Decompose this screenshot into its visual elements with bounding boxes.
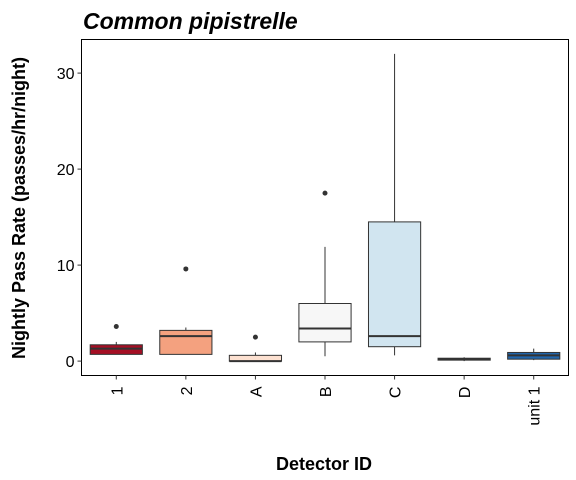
y-axis: 0 10 20 30 — [57, 66, 82, 371]
box-unit-1 — [507, 348, 561, 361]
box-body — [298, 303, 352, 343]
box-A — [228, 334, 283, 363]
outlier-point — [113, 324, 119, 330]
x-tick-label: C — [388, 387, 405, 399]
x-tick-label: unit 1 — [527, 386, 544, 425]
x-tick-label: A — [248, 386, 265, 397]
x-tick-label: B — [318, 387, 335, 398]
box-D — [437, 357, 491, 362]
box-body — [367, 221, 422, 348]
y-tick-label: 30 — [57, 66, 75, 83]
box-1 — [89, 324, 143, 355]
box-B — [298, 190, 352, 357]
y-axis-title: Nightly Pass Rate (passes/hr/night) — [9, 57, 29, 359]
y-tick-label: 20 — [57, 162, 75, 179]
boxes-group — [89, 53, 561, 363]
x-axis-title: Detector ID — [276, 454, 372, 474]
outlier-point — [322, 190, 328, 196]
x-tick-label: 2 — [179, 386, 196, 395]
outlier-point — [183, 266, 189, 272]
box-body — [159, 329, 213, 355]
chart-title: Common pipistrelle — [83, 8, 298, 34]
outlier-point — [252, 334, 258, 340]
y-tick-label: 10 — [57, 258, 75, 275]
box-C — [367, 53, 422, 356]
x-tick-label: 1 — [109, 386, 126, 395]
y-tick-label: 0 — [66, 354, 75, 371]
box-2 — [159, 266, 213, 355]
x-tick-label: D — [457, 387, 474, 399]
